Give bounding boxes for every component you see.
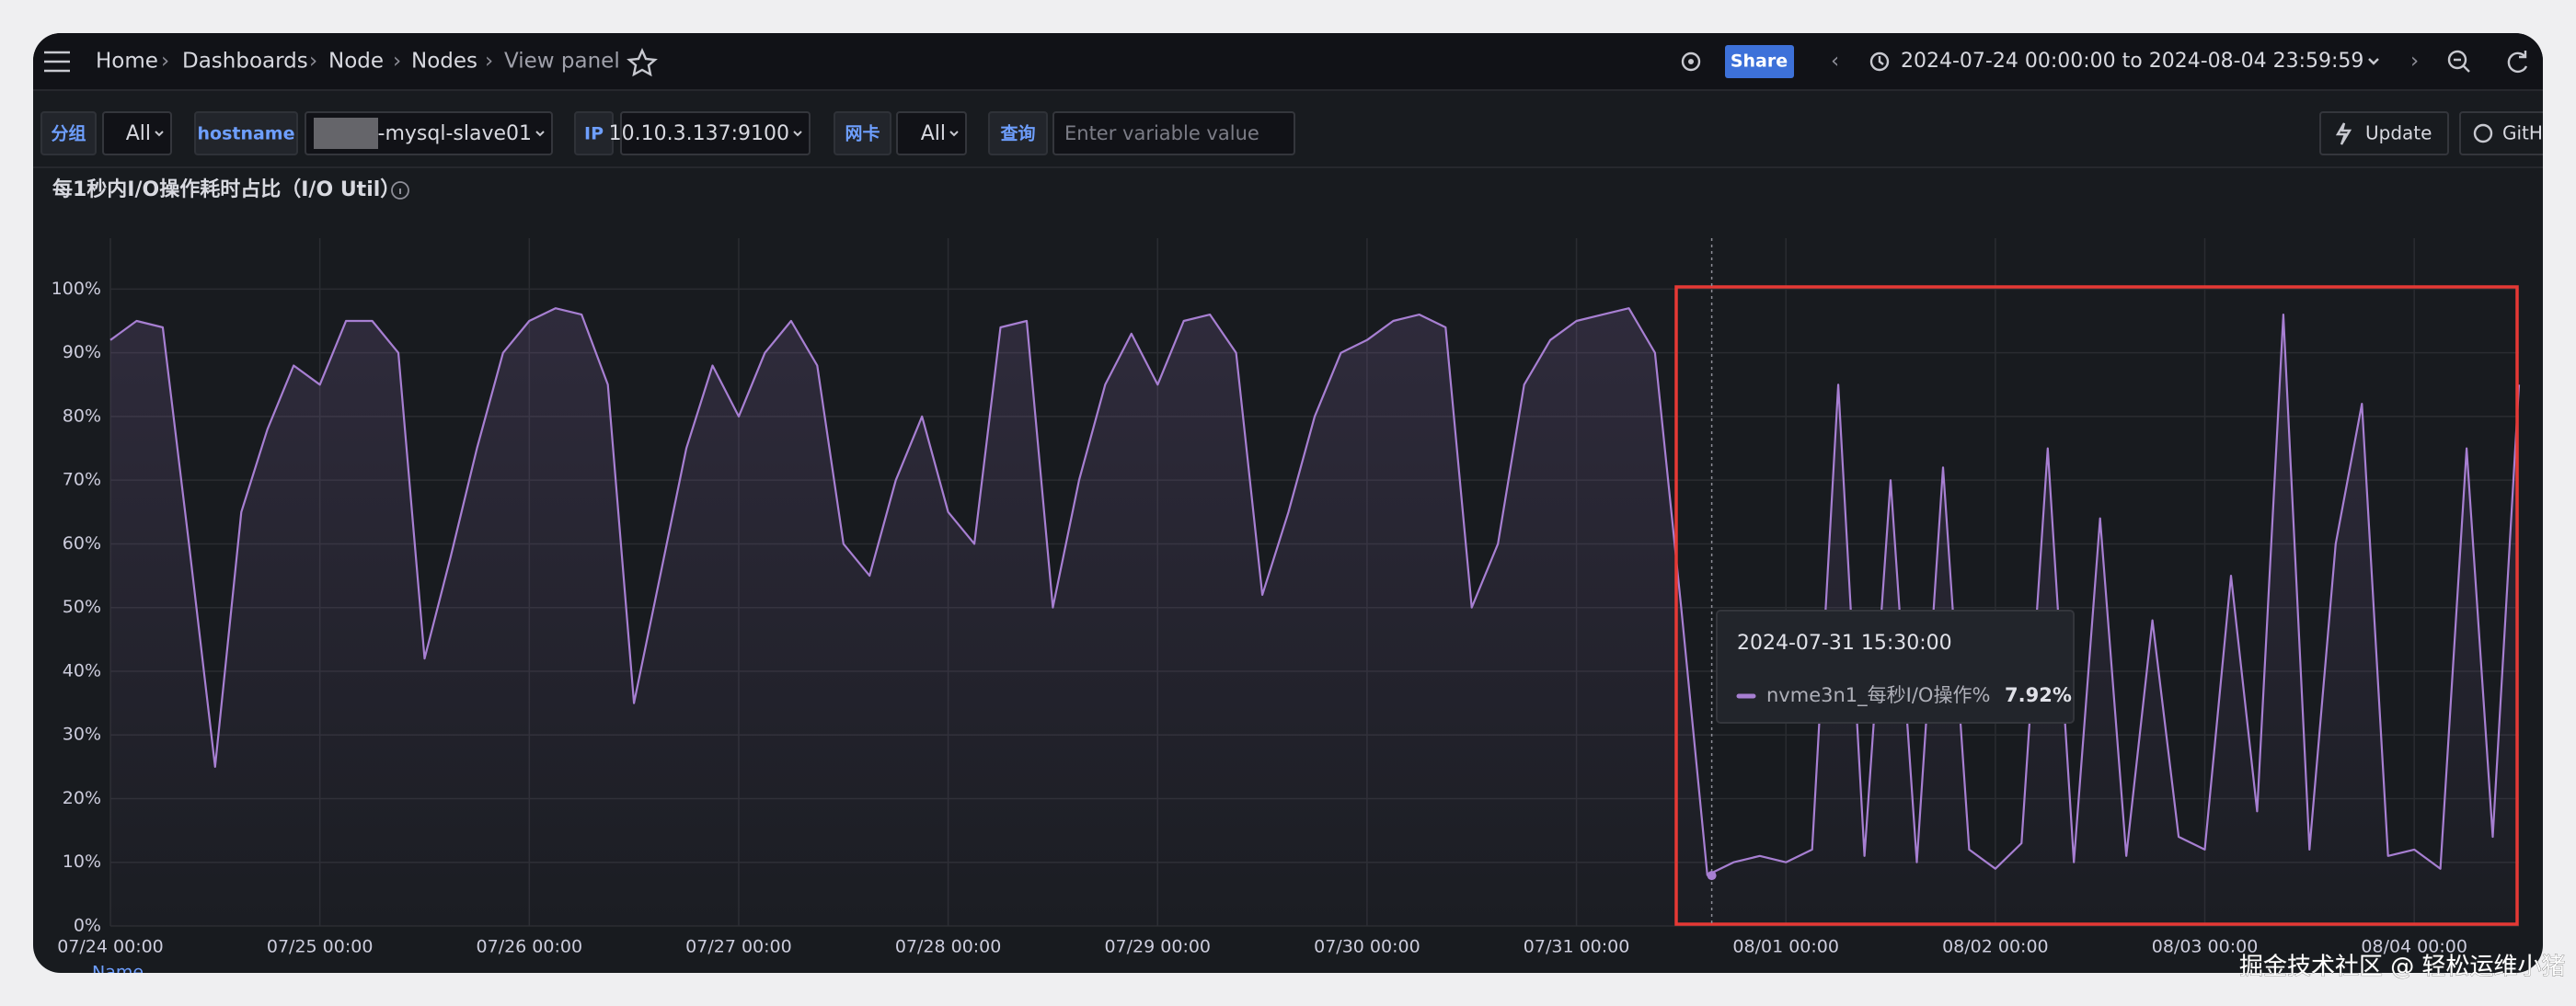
dropdown-caret [793, 131, 802, 137]
x-tick-label: 07/30 00:00 [1314, 937, 1420, 957]
variable-label: hostname [197, 124, 294, 144]
dropdown-caret [155, 131, 164, 137]
share-label: Share [1731, 51, 1788, 72]
watermark: 掘金技术社区 @ 轻松运维小猪 [2239, 954, 2566, 981]
variable-value: -mysql-slave01 [378, 122, 532, 145]
panel: Home › Dashboards › Node › Nodes › View … [33, 33, 2576, 983]
x-tick-label: 08/02 00:00 [1942, 937, 2049, 957]
breadcrumb[interactable]: Home [96, 50, 158, 74]
star-button[interactable] [627, 48, 658, 77]
input-placeholder: Enter variable value [1064, 122, 1259, 144]
menu-button[interactable] [44, 51, 70, 73]
breadcrumb-current: View panel [504, 50, 620, 74]
x-tick-label: 08/04 00:00 [2361, 937, 2467, 957]
series-area [110, 308, 2519, 926]
variable-label: IP [584, 124, 604, 144]
redacted-block [314, 118, 378, 149]
breadcrumb[interactable]: Dashboards [182, 50, 308, 74]
y-tick-label: 20% [63, 788, 101, 808]
variable-label: 网卡 [845, 123, 880, 144]
x-tick-label: 07/27 00:00 [685, 937, 792, 957]
time-dropdown[interactable] [2368, 58, 2379, 65]
y-tick-label: 60% [63, 533, 101, 554]
zoom-out[interactable] [2447, 50, 2467, 70]
breadcrumb[interactable]: Nodes [411, 50, 477, 74]
variable-label-box [834, 111, 891, 155]
tooltip-series: nvme3n1_每秒I/O操作% [1766, 684, 1990, 707]
y-tick-label: 50% [63, 597, 101, 617]
update-button[interactable] [2319, 111, 2449, 155]
breadcrumb[interactable]: Node [328, 50, 384, 74]
x-tick-label: 07/29 00:00 [1104, 937, 1211, 957]
github-button[interactable] [2459, 111, 2576, 155]
github-label: GitHub [2502, 122, 2566, 144]
variable-input[interactable] [1052, 111, 1295, 155]
variable-select[interactable] [620, 111, 811, 155]
variable-value: 10.10.3.137:9100 [609, 122, 789, 145]
variable-label-box [574, 111, 614, 155]
variable-label-box [194, 111, 298, 155]
x-tick-label: 07/31 00:00 [1524, 937, 1630, 957]
x-tick-label: 07/25 00:00 [267, 937, 374, 957]
tooltip-value: 7.92% [2005, 684, 2072, 706]
next-button[interactable]: › [2410, 50, 2419, 74]
highlight-box [1674, 285, 2519, 926]
tooltip-box [1716, 610, 2075, 724]
x-tick-label: 08/01 00:00 [1732, 937, 1839, 957]
svg-text:›: › [485, 50, 493, 74]
svg-text:›: › [393, 50, 401, 74]
update-label: Update [2365, 122, 2432, 144]
tooltip-time: 2024-07-31 15:30:00 [1737, 632, 1952, 655]
x-tick-label: 08/03 00:00 [2152, 937, 2259, 957]
variable-value: All [921, 122, 946, 145]
panel-title: 每1秒内I/O操作耗时占比（I/O Util） [52, 177, 400, 201]
dropdown-caret [535, 131, 545, 137]
variable-label-box [40, 111, 97, 155]
time-range[interactable]: 2024-07-24 00:00:00 to 2024-08-04 23:59:… [1901, 50, 2363, 73]
legend-header: Name [92, 963, 144, 983]
variable-select[interactable] [896, 111, 967, 155]
variable-label: 查询 [999, 123, 1035, 144]
variable-label-box [988, 111, 1048, 155]
y-tick-label: 0% [74, 916, 101, 936]
refresh[interactable] [2507, 51, 2528, 74]
prev-button[interactable]: ‹ [1831, 50, 1839, 74]
x-tick-label: 07/24 00:00 [57, 937, 164, 957]
hover-point [1707, 871, 1717, 881]
variable-select[interactable] [102, 111, 172, 155]
variable-label: 分组 [51, 123, 86, 144]
svg-text:›: › [309, 50, 317, 74]
y-tick-label: 80% [63, 406, 101, 426]
y-tick-label: 70% [63, 470, 101, 490]
svg-text:›: › [161, 50, 169, 74]
y-tick-label: 30% [63, 725, 101, 745]
dropdown-caret [949, 131, 959, 137]
info-icon[interactable] [391, 181, 409, 200]
variable-value: All [126, 122, 151, 145]
top-bar [33, 33, 2543, 90]
y-tick-label: 90% [63, 342, 101, 362]
x-tick-label: 07/26 00:00 [477, 937, 583, 957]
y-tick-label: 40% [63, 660, 101, 680]
settings-button[interactable] [1681, 51, 1701, 72]
x-tick-label: 07/28 00:00 [895, 937, 1002, 957]
y-tick-label: 100% [52, 279, 101, 299]
series-line [109, 307, 2521, 876]
share-button[interactable] [1725, 45, 1794, 78]
y-tick-label: 10% [63, 852, 101, 872]
